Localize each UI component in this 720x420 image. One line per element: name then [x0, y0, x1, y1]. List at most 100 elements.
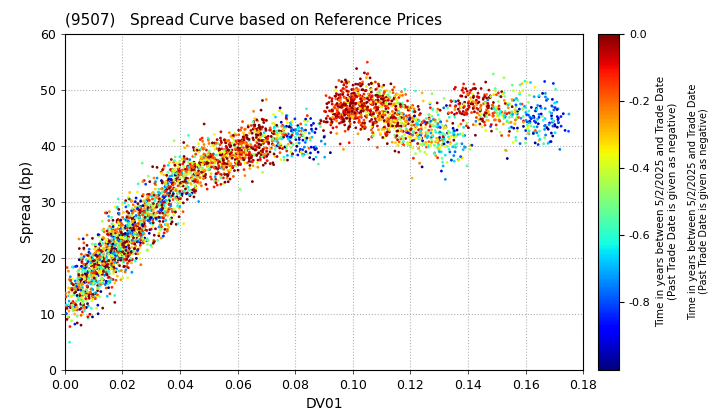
Point — [382, 105, 394, 112]
Point — [138, 208, 150, 215]
Point — [256, 137, 267, 144]
Point — [394, 110, 405, 117]
Point — [104, 266, 115, 273]
Point — [88, 290, 99, 297]
Point — [353, 87, 364, 93]
Point — [437, 163, 449, 169]
Point — [482, 104, 494, 111]
Point — [263, 140, 274, 147]
Point — [411, 119, 423, 126]
Point — [85, 259, 96, 265]
Point — [374, 91, 385, 97]
Point — [258, 116, 269, 123]
Point — [418, 141, 430, 148]
Point — [338, 116, 349, 123]
Point — [175, 171, 186, 178]
Point — [130, 212, 142, 219]
Point — [116, 237, 127, 244]
Point — [207, 152, 218, 158]
Point — [179, 188, 190, 194]
Point — [546, 102, 557, 109]
Point — [109, 259, 121, 265]
Point — [386, 101, 397, 108]
Point — [326, 108, 338, 114]
Point — [68, 304, 80, 310]
Point — [370, 103, 382, 110]
Point — [134, 244, 145, 251]
Point — [523, 127, 535, 134]
Point — [89, 261, 101, 268]
Point — [122, 222, 133, 228]
Point — [482, 104, 494, 110]
Point — [134, 218, 145, 224]
Point — [75, 275, 86, 281]
Point — [97, 305, 109, 312]
Point — [70, 289, 81, 295]
Point — [356, 104, 367, 111]
Point — [60, 303, 72, 310]
Point — [407, 144, 418, 151]
Point — [375, 102, 387, 109]
Point — [407, 132, 418, 139]
Point — [202, 158, 214, 165]
Point — [334, 101, 346, 108]
Point — [129, 235, 140, 242]
Point — [213, 159, 225, 165]
Point — [225, 132, 237, 139]
Point — [510, 137, 521, 144]
Point — [448, 131, 459, 138]
Point — [86, 260, 98, 267]
Point — [88, 281, 99, 287]
Point — [312, 149, 324, 155]
Point — [144, 213, 156, 220]
Point — [324, 108, 336, 114]
Point — [127, 230, 139, 236]
Point — [83, 268, 94, 275]
Point — [200, 181, 212, 188]
Point — [276, 144, 288, 150]
Point — [156, 203, 167, 210]
Point — [468, 103, 480, 110]
Point — [75, 255, 86, 261]
Point — [133, 213, 145, 219]
Point — [392, 96, 403, 103]
Point — [538, 140, 549, 147]
Point — [94, 268, 105, 275]
Point — [126, 248, 138, 255]
Point — [333, 97, 345, 103]
Point — [481, 111, 492, 118]
Point — [70, 281, 81, 287]
Point — [274, 129, 286, 136]
Point — [181, 189, 193, 196]
Point — [398, 142, 410, 148]
Point — [156, 202, 168, 209]
Point — [158, 165, 169, 172]
Point — [186, 160, 198, 166]
Point — [135, 197, 147, 204]
Point — [433, 111, 444, 118]
Point — [402, 116, 414, 122]
Point — [347, 108, 359, 114]
Point — [254, 126, 266, 132]
Point — [95, 267, 107, 274]
Point — [285, 149, 297, 155]
Point — [334, 91, 346, 98]
Point — [113, 254, 125, 260]
Point — [141, 247, 153, 253]
Point — [341, 80, 353, 87]
Point — [142, 199, 153, 205]
Point — [393, 149, 405, 155]
Point — [548, 80, 559, 87]
Point — [506, 96, 518, 103]
Point — [416, 119, 428, 126]
Point — [126, 213, 138, 219]
Point — [235, 143, 246, 150]
Point — [392, 111, 403, 118]
Point — [474, 105, 486, 111]
Point — [454, 104, 466, 110]
Point — [349, 94, 361, 101]
Point — [222, 138, 233, 144]
Point — [244, 130, 256, 136]
Point — [143, 204, 154, 211]
Point — [461, 163, 472, 169]
